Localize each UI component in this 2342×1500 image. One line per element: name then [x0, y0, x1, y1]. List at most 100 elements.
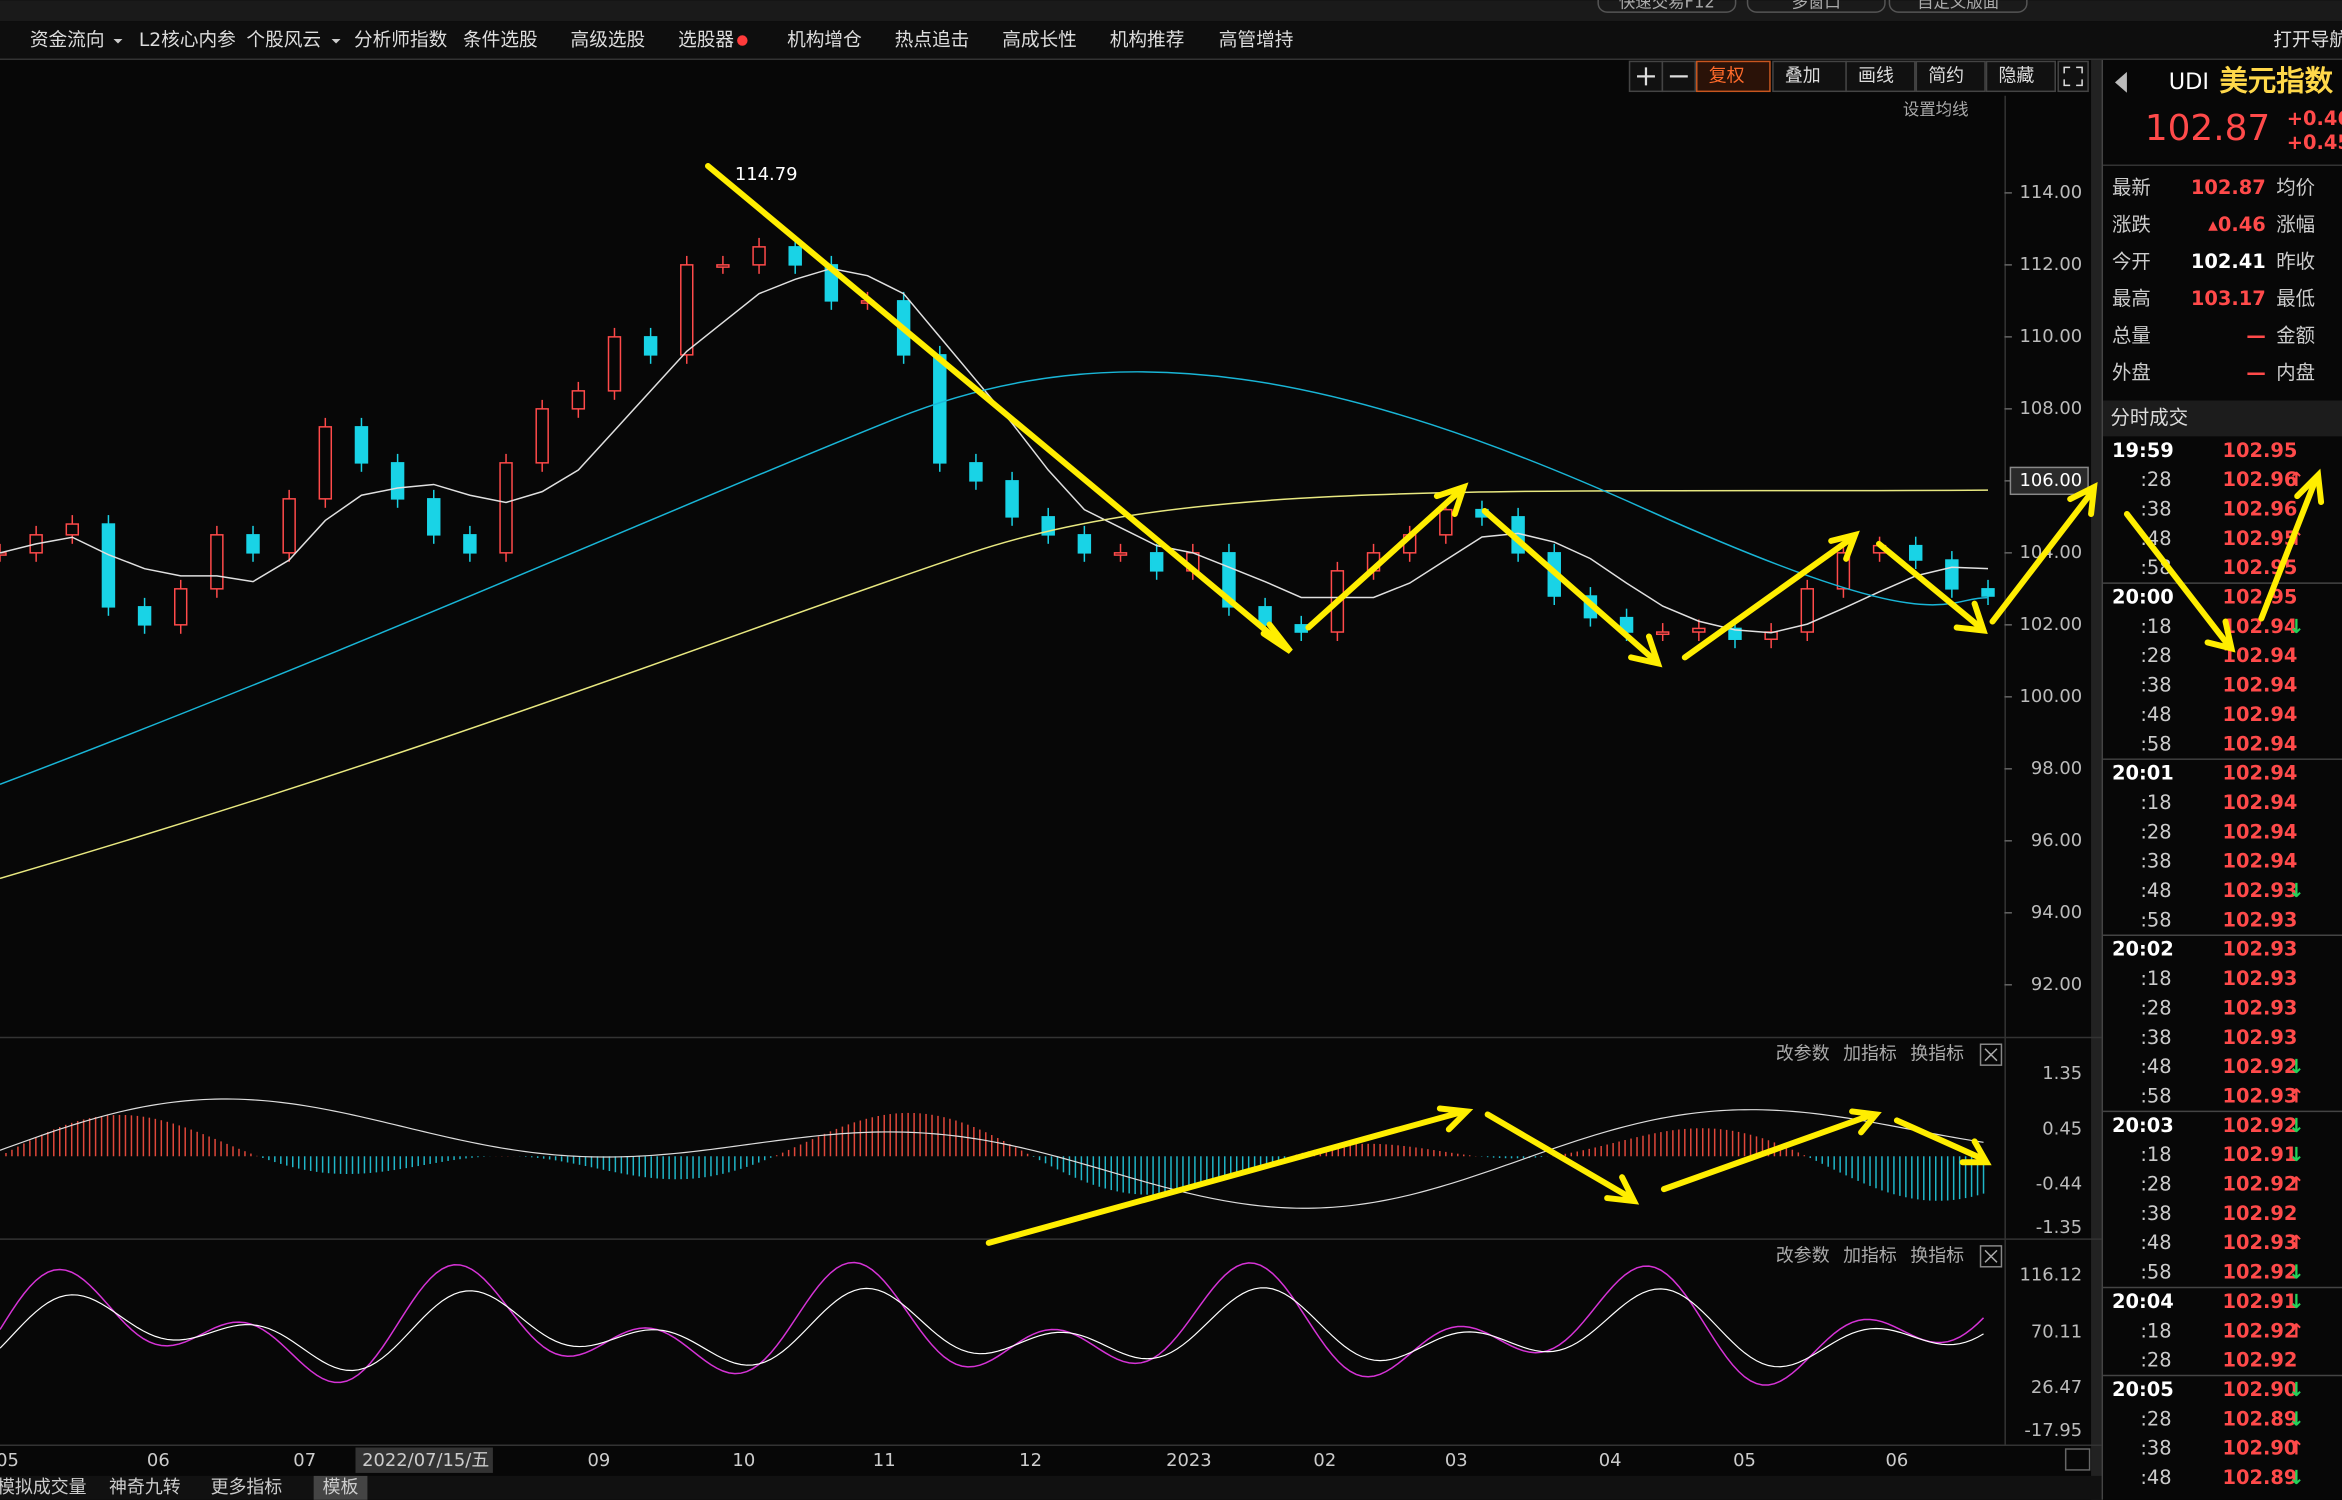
x-tick-label: 05 [1733, 1450, 1756, 1471]
indicator-button[interactable]: 换指标 [1910, 1245, 1964, 1266]
section-header [2103, 400, 2342, 437]
candle [1077, 534, 1092, 554]
indicator-button[interactable]: 加指标 [1843, 1245, 1897, 1266]
menu-item[interactable]: 机构推荐 [1110, 30, 1185, 51]
candle [282, 498, 296, 554]
y-tick-label: 98.00 [2031, 758, 2082, 779]
menu-item[interactable]: 打开导航 [2273, 30, 2342, 51]
date-highlight [355, 1447, 493, 1473]
tool-button[interactable] [1772, 60, 1847, 93]
x-tick-label: 09 [588, 1450, 611, 1471]
menu-bar [0, 21, 2342, 60]
menu-item[interactable]: 高级选股 [571, 30, 646, 51]
tick-time: :28 [2140, 468, 2171, 491]
field-label: 最高 [2112, 287, 2151, 310]
top-button[interactable] [1597, 0, 1737, 13]
top-button[interactable] [1888, 0, 2028, 13]
tool-button[interactable] [1696, 60, 1771, 93]
y-tick-label: 104.00 [2019, 542, 2082, 563]
tick-price: 102.89 [2223, 1466, 2298, 1489]
menu-item[interactable]: 分析师指数 [354, 30, 448, 51]
candle [607, 336, 622, 392]
tick-price: 102.94 [2223, 791, 2298, 814]
arrow-head [2204, 618, 2236, 653]
candle [969, 462, 983, 482]
arrow [1305, 487, 1464, 631]
close-button[interactable] [1979, 1245, 2003, 1268]
field-value: — [2246, 361, 2265, 384]
menu-item[interactable]: 热点追击 [895, 30, 970, 51]
tick-time: :48 [2140, 879, 2171, 902]
menu-item[interactable]: 机构增仓 [787, 30, 862, 51]
close-icon [1984, 1249, 1998, 1263]
candle [1294, 624, 1308, 633]
kdj-tick-label: -17.95 [2024, 1420, 2082, 1441]
candle [174, 588, 188, 626]
tick-time: :48 [2140, 703, 2171, 726]
indicator-button[interactable]: 改参数 [1776, 1245, 1830, 1266]
menu-item[interactable]: L2核心内参 [139, 30, 236, 51]
menu-item[interactable]: 资金流向 [30, 30, 105, 51]
tick-time: :18 [2140, 967, 2171, 990]
arrow-head [1260, 621, 1293, 654]
indicator-button[interactable]: 改参数 [1776, 1044, 1830, 1065]
menu-item[interactable]: 个股风云 [246, 30, 321, 51]
arrow-head [1953, 600, 1988, 634]
tool-label: 叠加 [1785, 65, 1821, 86]
menu-item[interactable]: 高管增持 [1219, 30, 1294, 51]
tick-price: 102.94 [2223, 615, 2298, 638]
arrow [1681, 534, 1856, 661]
arrow [2258, 478, 2319, 622]
tick-time: 20:03 [2112, 1114, 2174, 1137]
field-label: 昨收 [2276, 250, 2315, 273]
field-value: 102.87 [2191, 176, 2266, 199]
tool-button[interactable] [1985, 60, 2056, 93]
dropdown-caret [331, 39, 341, 44]
tick-price: 102.94 [2223, 674, 2298, 697]
menu-item[interactable]: 选股器 [678, 30, 734, 51]
macd-tick-label: 1.35 [2042, 1063, 2082, 1084]
peak-label: 114.79 [735, 164, 798, 185]
tool-label: 画线 [1858, 65, 1894, 86]
tick-time: :58 [2140, 732, 2171, 755]
tick-arrow: ↑ [2288, 1231, 2304, 1254]
tick-time: 20:05 [2112, 1378, 2174, 1401]
candle [137, 606, 152, 626]
tool-button[interactable] [1845, 60, 1916, 93]
ma-setting[interactable]: 设置均线 [1903, 100, 1969, 119]
field-label: 今开 [2112, 250, 2151, 273]
tick-arrow: ↓ [2288, 1261, 2304, 1284]
arrow [1481, 508, 1658, 664]
tool-label: 隐藏 [1998, 65, 2034, 86]
y-tick-label: 110.00 [2019, 326, 2082, 347]
candle [427, 498, 441, 536]
indicator-button[interactable]: 加指标 [1843, 1044, 1897, 1065]
tick-arrow: ↑ [2288, 1319, 2304, 1342]
menu-item[interactable]: 高成长性 [1002, 30, 1077, 51]
candle [1981, 588, 1995, 597]
scroll-button[interactable] [2064, 1448, 2091, 1471]
field-label: 均价 [2276, 176, 2315, 199]
bottom-tab[interactable]: 更多指标 [211, 1477, 283, 1498]
indicator-button[interactable]: 换指标 [1910, 1044, 1964, 1065]
candle [788, 246, 802, 266]
field-label: 总量 [2112, 324, 2151, 347]
bottom-tab[interactable]: 神奇九转 [109, 1477, 181, 1498]
top-button[interactable] [1746, 0, 1886, 13]
bottom-bar [0, 1475, 2102, 1500]
bottom-tab[interactable]: 模拟成交量 [0, 1477, 87, 1498]
tick-time: :18 [2140, 1143, 2171, 1166]
bottom-tab[interactable]: 模板 [323, 1477, 359, 1498]
arrow-head [1436, 1105, 1474, 1133]
candle [680, 264, 694, 356]
tick-time: 20:02 [2112, 938, 2174, 961]
price-marker [2009, 466, 2089, 496]
close-button[interactable] [1979, 1043, 2003, 1066]
fullscreen-button[interactable] [2057, 60, 2089, 93]
tick-price: 102.93 [2223, 996, 2298, 1019]
tool-button[interactable] [1915, 60, 1986, 93]
x-tick-label: 07 [293, 1450, 316, 1471]
menu-item[interactable]: 条件选股 [463, 30, 538, 51]
